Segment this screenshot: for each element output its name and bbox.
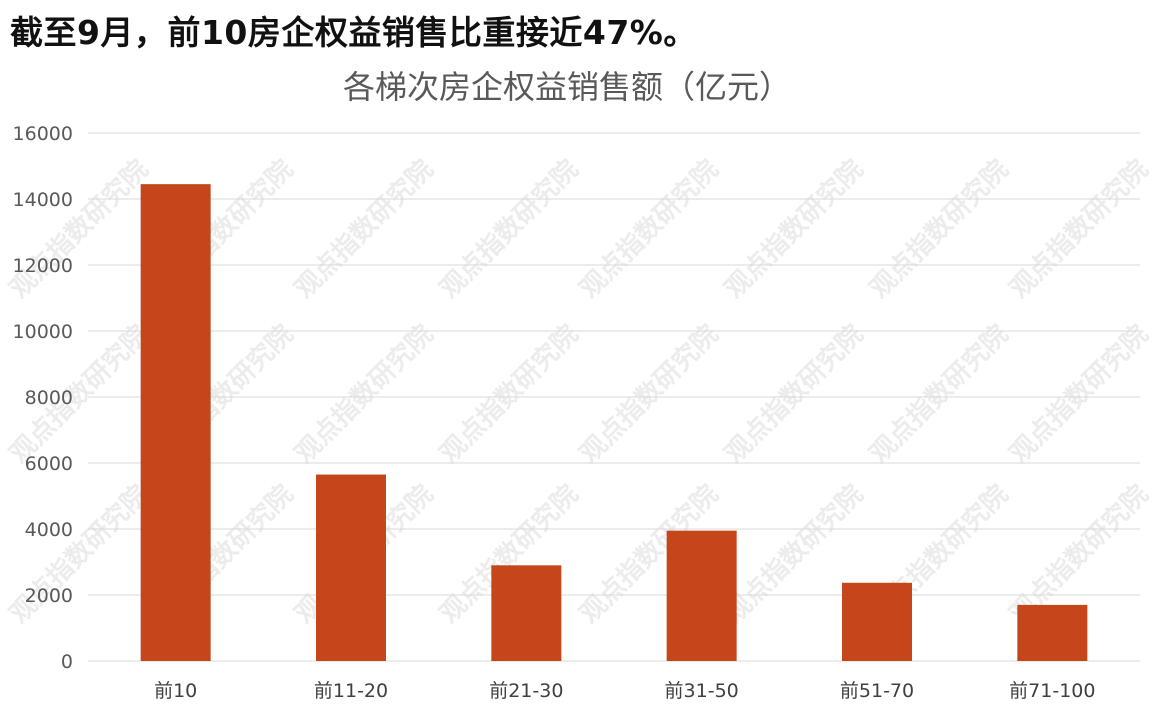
x-tick-label: 前51-70: [840, 680, 914, 702]
watermark-text: 观点指数研究院: [864, 319, 1015, 470]
x-tick-label: 前10: [154, 680, 197, 702]
gridlines: [88, 132, 1140, 662]
y-axis: 0 2000 4000 6000 8000 10000 12000 14000 16000: [13, 123, 73, 673]
y-tick-label: 4000: [25, 519, 73, 541]
y-tick-label: 12000: [13, 255, 73, 277]
watermark-text: 观点指数研究院: [574, 154, 725, 305]
watermark-text: 观点指数研究院: [719, 154, 870, 305]
watermark-text: 观点指数研究院: [1004, 319, 1154, 470]
bar: [140, 184, 211, 661]
watermark-text: 观点指数研究院: [574, 319, 725, 470]
watermark-text: 观点指数研究院: [289, 319, 440, 470]
watermark-text: 观点指数研究院: [1004, 154, 1154, 305]
bar: [1017, 604, 1088, 661]
watermark-text: 观点指数研究院: [864, 154, 1015, 305]
y-tick-label: 10000: [13, 321, 73, 343]
watermark-text: 观点指数研究院: [434, 319, 585, 470]
x-tick-label: 前31-50: [665, 680, 739, 702]
watermark-text: 观点指数研究院: [4, 154, 155, 305]
x-tick-label: 前71-100: [1009, 680, 1095, 702]
x-tick-label: 前11-20: [314, 680, 388, 702]
y-tick-label: 2000: [25, 585, 73, 607]
y-tick-label: 14000: [13, 189, 73, 211]
headline: 截至9月，前10房企权益销售比重接近47%。: [10, 13, 697, 52]
x-axis: 前10 前11-20 前21-30 前31-50 前51-70 前71-100: [154, 680, 1095, 702]
y-tick-label: 16000: [13, 123, 73, 145]
bar: [491, 565, 562, 661]
watermark-text: 观点指数研究院: [719, 319, 870, 470]
x-tick-label: 前21-30: [489, 680, 563, 702]
bar: [842, 582, 912, 661]
watermark-text: 观点指数研究院: [289, 154, 440, 305]
watermark-text: 观点指数研究院: [434, 154, 585, 305]
y-tick-label: 6000: [25, 453, 73, 475]
chart-title: 各梯次房企权益销售额（亿元）: [343, 68, 791, 106]
bar: [666, 530, 737, 661]
bars: [140, 184, 1088, 661]
y-tick-label: 0: [61, 651, 73, 673]
y-tick-label: 8000: [25, 387, 73, 409]
bar: [316, 474, 386, 661]
